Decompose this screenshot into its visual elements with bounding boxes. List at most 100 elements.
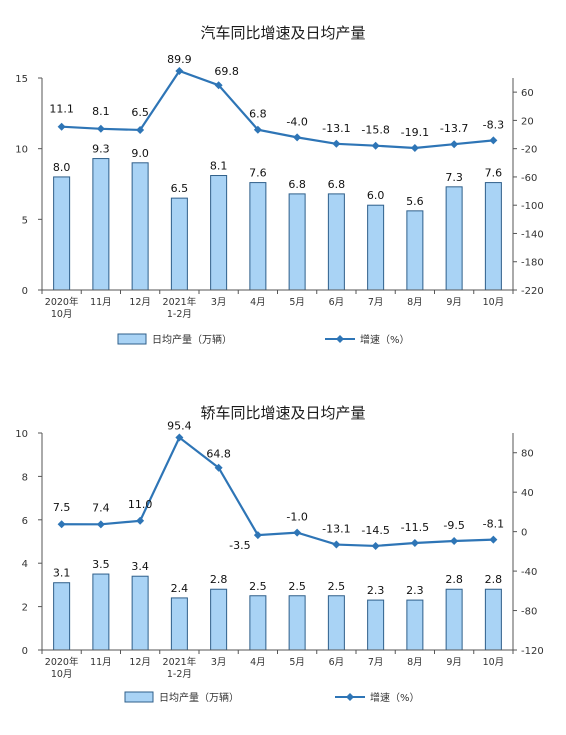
right-tick-label: -220 bbox=[521, 286, 544, 297]
line-point bbox=[293, 528, 302, 537]
chart-title: 汽车同比增速及日均产量 bbox=[200, 24, 365, 42]
x-tick-label: 11月 bbox=[90, 297, 112, 308]
left-tick-label: 6 bbox=[22, 516, 28, 527]
x-tick-label: 11月 bbox=[90, 657, 112, 668]
x-tick-label: 7月 bbox=[368, 297, 384, 308]
growth-line bbox=[61, 435, 494, 548]
line-data-label: -14.5 bbox=[361, 524, 389, 537]
legend-line-label: 增速（%） bbox=[360, 333, 410, 346]
bar-data-label: 2.3 bbox=[406, 584, 424, 597]
line-data-label: 11.1 bbox=[49, 103, 74, 116]
line-point bbox=[57, 122, 66, 131]
bar bbox=[288, 193, 306, 291]
x-tick-label: 5月 bbox=[289, 297, 305, 308]
line-data-label: -15.8 bbox=[361, 124, 389, 137]
bar-data-label: 7.6 bbox=[249, 167, 267, 180]
bar-data-label: 6.5 bbox=[171, 182, 189, 195]
line-point bbox=[214, 463, 223, 472]
line-data-label: 11.0 bbox=[128, 498, 153, 511]
bar bbox=[92, 158, 110, 291]
x-tick-label: 2020年 10月 bbox=[45, 296, 79, 320]
bar bbox=[53, 582, 71, 651]
line-data-label: 7.5 bbox=[53, 501, 71, 514]
bar bbox=[210, 588, 228, 651]
line-data-label: -8.1 bbox=[483, 518, 504, 531]
bar bbox=[367, 599, 385, 651]
bar-data-label: 2.8 bbox=[445, 573, 463, 586]
line-data-label: -11.5 bbox=[401, 521, 429, 534]
right-tick-label: 20 bbox=[521, 116, 534, 127]
right-tick-label: 40 bbox=[521, 488, 534, 499]
bar-data-label: 5.6 bbox=[406, 195, 424, 208]
bar bbox=[445, 186, 463, 291]
line-point bbox=[371, 141, 380, 150]
growth-line bbox=[61, 69, 494, 150]
line-point bbox=[96, 124, 105, 133]
line-data-label: 6.8 bbox=[249, 108, 267, 121]
line-data-label: -8.3 bbox=[483, 118, 504, 131]
line-point bbox=[332, 540, 341, 549]
bar-data-label: 2.8 bbox=[210, 573, 228, 586]
line-point bbox=[96, 520, 105, 529]
bar-data-label: 2.5 bbox=[249, 580, 267, 593]
left-tick-label: 0 bbox=[22, 286, 28, 297]
left-tick-label: 5 bbox=[22, 215, 28, 226]
bar-data-label: 6.8 bbox=[288, 178, 306, 191]
bar bbox=[327, 193, 345, 291]
right-tick-label: -100 bbox=[521, 201, 544, 212]
left-tick-label: 0 bbox=[22, 646, 28, 657]
line-point bbox=[450, 140, 459, 149]
legend-bar-label: 日均产量（万辆） bbox=[152, 333, 232, 346]
line-point bbox=[214, 81, 223, 90]
bar-data-label: 3.1 bbox=[53, 567, 71, 580]
x-tick-label: 6月 bbox=[329, 297, 345, 308]
line-point bbox=[489, 535, 498, 544]
chart-vehicles: 汽车同比增速及日均产量 8.0 9.3 9.0 6.5 8.1 7.6 6.8 6.8 6.0 5… bbox=[15, 24, 543, 346]
line-data-label: -9.5 bbox=[443, 519, 464, 532]
line-point bbox=[253, 125, 262, 134]
legend-bar-swatch bbox=[124, 691, 154, 703]
bar-data-label: 8.1 bbox=[210, 160, 228, 173]
line-point bbox=[410, 144, 419, 153]
x-tick-label: 2021年 1-2月 bbox=[163, 656, 197, 680]
left-tick-label: 8 bbox=[22, 472, 28, 483]
line-data-label: -3.5 bbox=[229, 539, 250, 552]
bar-data-label: 6.0 bbox=[367, 189, 385, 202]
legend: 日均产量（万辆） 增速（%） bbox=[117, 333, 410, 346]
x-tick-label: 3月 bbox=[211, 657, 227, 668]
bar bbox=[210, 175, 228, 291]
right-tick-label: -140 bbox=[521, 229, 544, 240]
bar-data-label: 9.3 bbox=[92, 143, 110, 156]
bar bbox=[131, 575, 149, 651]
legend-line-marker bbox=[346, 693, 354, 701]
x-tick-label: 4月 bbox=[250, 297, 266, 308]
line-data-label: 7.4 bbox=[92, 501, 110, 514]
legend-line-label: 增速（%） bbox=[370, 691, 420, 704]
bar bbox=[406, 210, 424, 291]
line-data-label: 95.4 bbox=[167, 420, 192, 433]
x-tick-label: 4月 bbox=[250, 657, 266, 668]
line-point bbox=[489, 136, 498, 145]
bar-data-label: 9.0 bbox=[131, 147, 149, 160]
line-data-label: -13.7 bbox=[440, 122, 468, 135]
line-point bbox=[450, 537, 459, 546]
legend-bar-label: 日均产量（万辆） bbox=[159, 691, 239, 704]
line-point bbox=[410, 538, 419, 547]
line-data-label: -13.1 bbox=[322, 122, 350, 135]
x-tick-label: 6月 bbox=[329, 657, 345, 668]
right-tick-label: -20 bbox=[521, 145, 537, 156]
x-tick-label: 3月 bbox=[211, 297, 227, 308]
line-data-label: -13.1 bbox=[322, 523, 350, 536]
legend: 日均产量（万辆） 增速（%） bbox=[124, 691, 420, 704]
bar bbox=[170, 197, 188, 291]
bar bbox=[327, 595, 345, 651]
bar-data-label: 8.0 bbox=[53, 161, 71, 174]
line-data-label: 69.8 bbox=[214, 65, 239, 78]
left-tick-label: 10 bbox=[15, 429, 28, 440]
line-point bbox=[253, 531, 262, 540]
bar bbox=[288, 595, 306, 651]
chart-title: 轿车同比增速及日均产量 bbox=[200, 404, 365, 422]
right-tick-label: -180 bbox=[521, 258, 544, 269]
line-point bbox=[371, 541, 380, 550]
right-tick-label: 0 bbox=[521, 528, 527, 539]
